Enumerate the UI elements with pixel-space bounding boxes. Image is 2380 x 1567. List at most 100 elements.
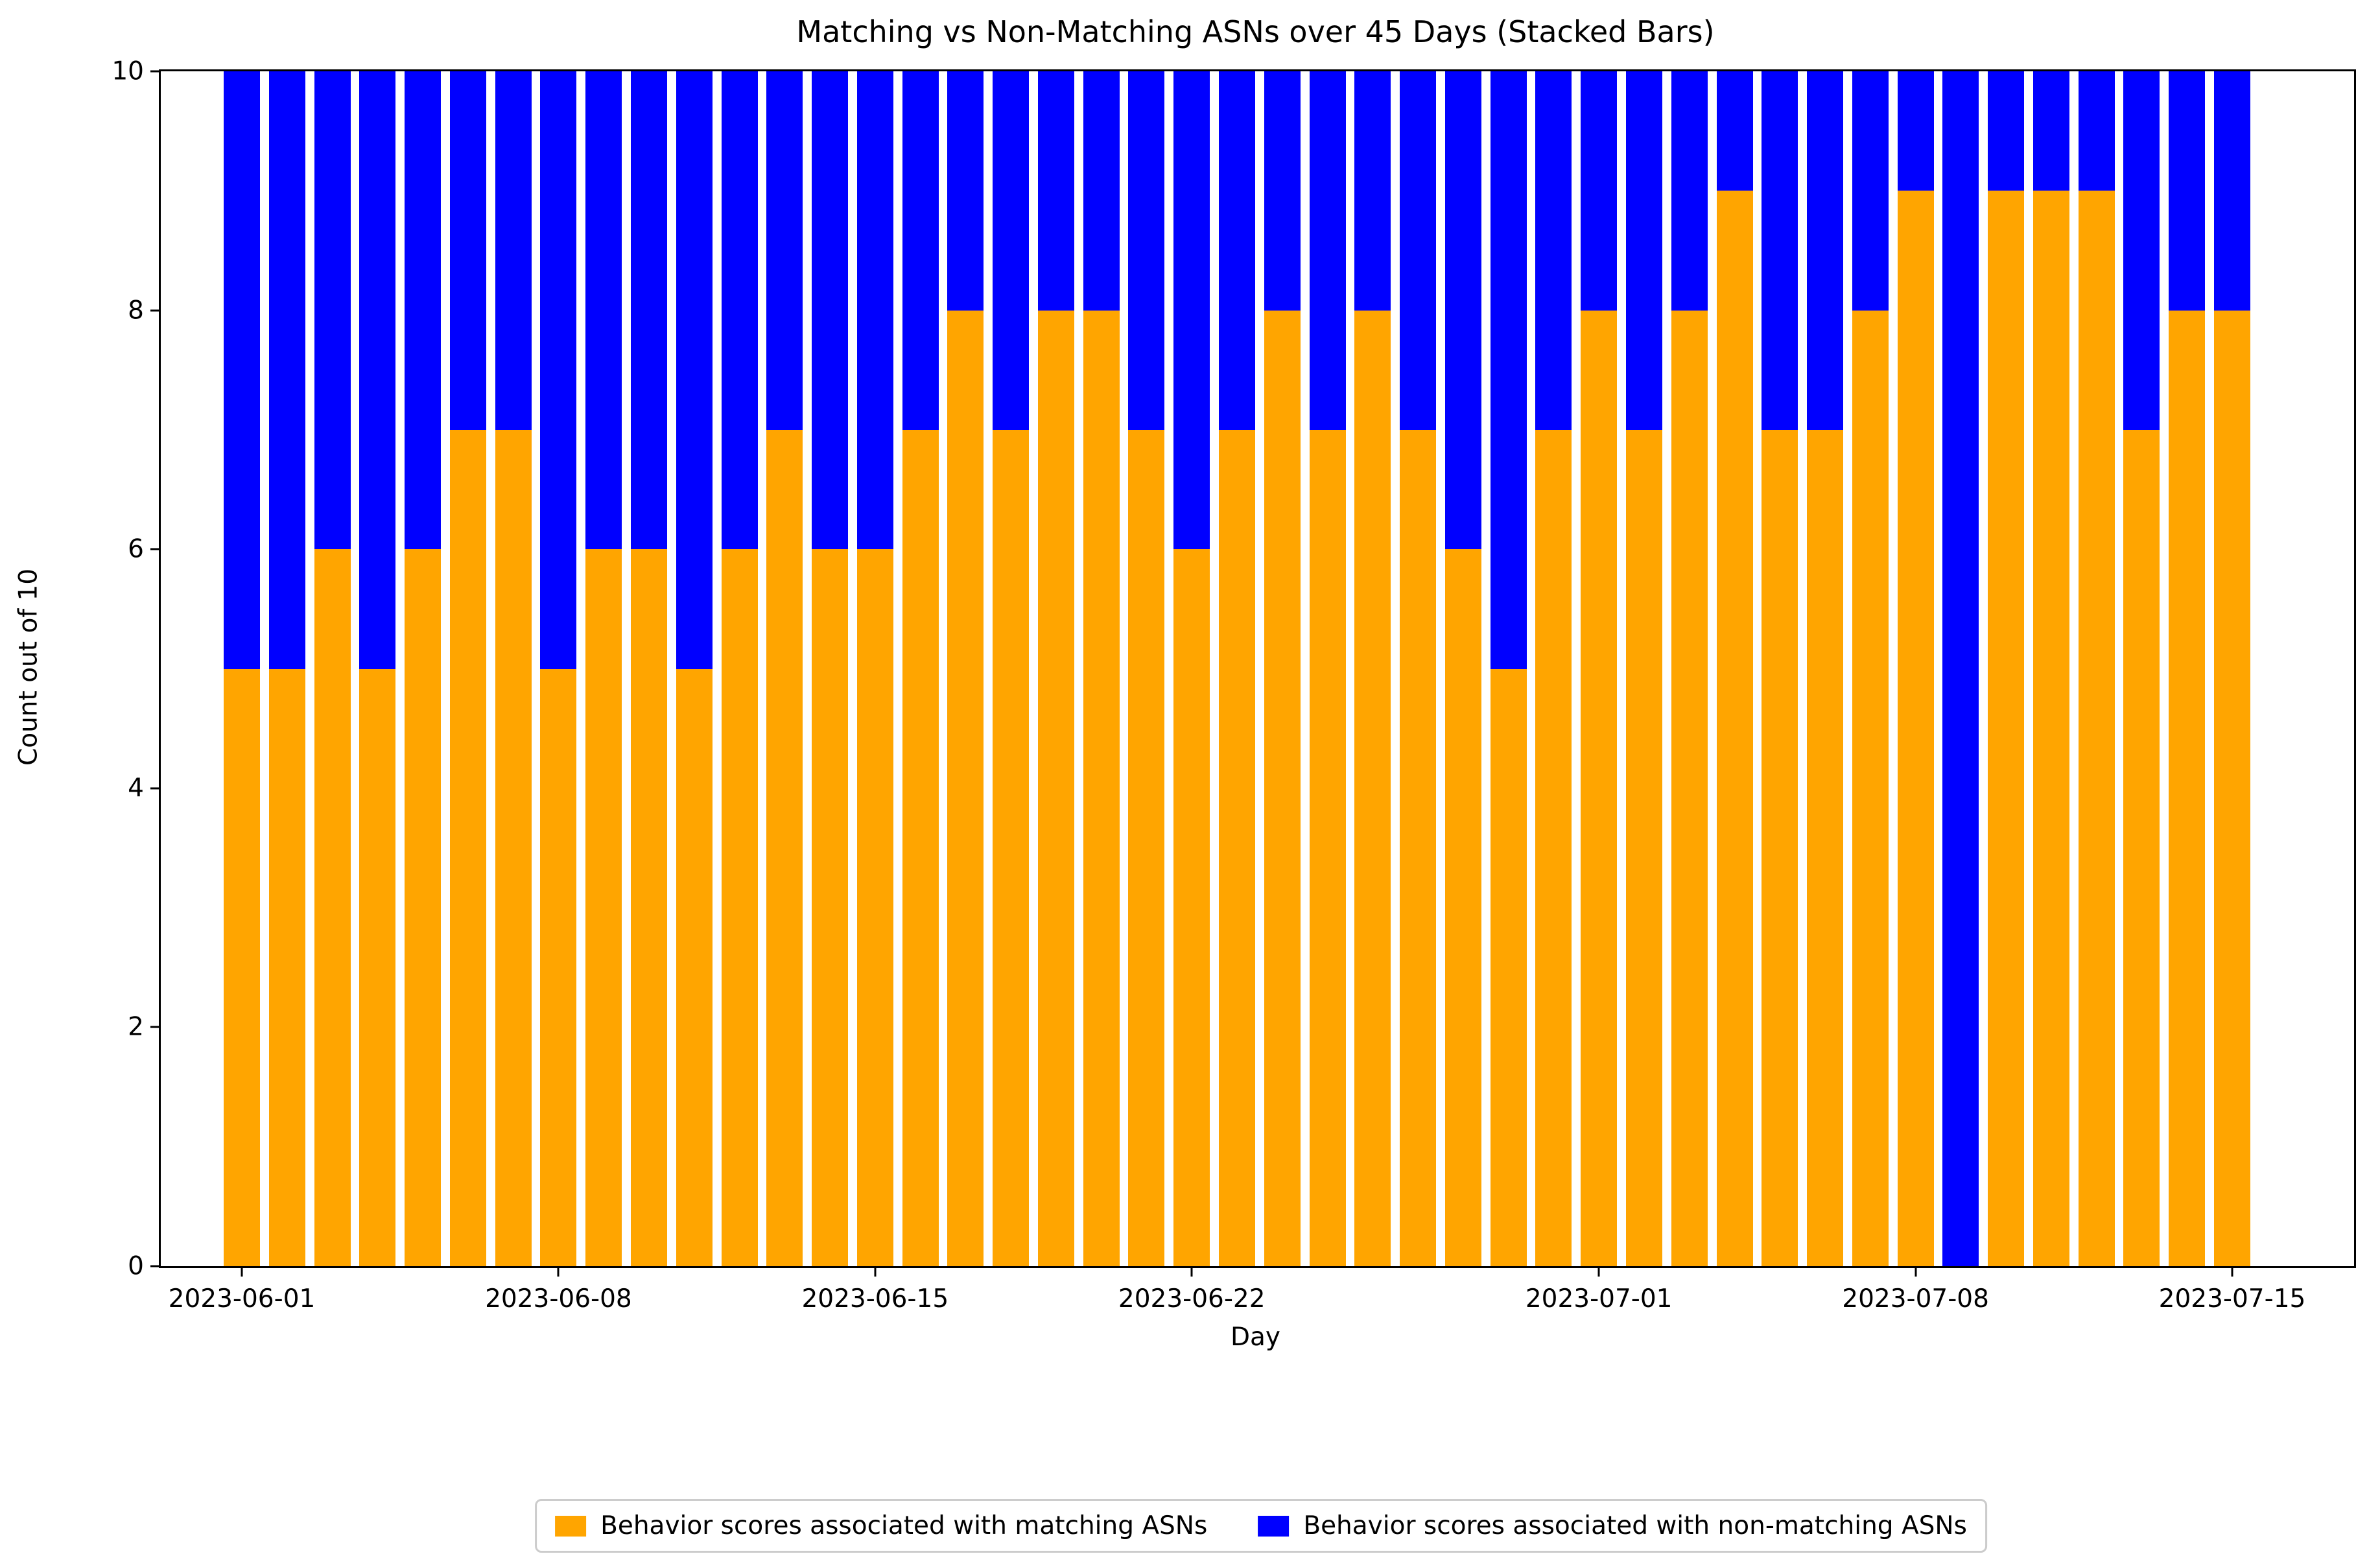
x-tick-mark — [2231, 1266, 2233, 1277]
bar — [1354, 71, 1391, 1266]
bar — [676, 71, 713, 1266]
bar-segment-non-matching — [630, 71, 667, 550]
bar-segment-matching — [993, 429, 1030, 1266]
bar-segment-matching — [1897, 191, 1934, 1266]
bar-segment-matching — [812, 549, 849, 1266]
bar-segment-non-matching — [1852, 71, 1889, 311]
bar-segment-non-matching — [2032, 71, 2069, 191]
bar-segment-non-matching — [2214, 71, 2250, 311]
bar — [2123, 71, 2160, 1266]
bar — [359, 71, 396, 1266]
x-tick-mark — [557, 1266, 560, 1277]
bar-segment-non-matching — [1219, 71, 1255, 430]
bar-segment-non-matching — [1671, 71, 1708, 311]
bar — [2214, 71, 2250, 1266]
bar-segment-matching — [676, 668, 713, 1266]
bar-segment-non-matching — [993, 71, 1030, 430]
bar — [1807, 71, 1844, 1266]
x-tick-label: 2023-06-15 — [801, 1284, 949, 1314]
bar-segment-matching — [405, 549, 442, 1266]
bar-segment-non-matching — [268, 71, 305, 669]
plot-area: 2023-06-01 2023-06-08 2023-06-15 2023-06-22… — [112, 57, 2356, 1314]
bar-segment-non-matching — [1897, 71, 1934, 191]
y-tick-label: 8 — [128, 296, 144, 325]
bar-segment-matching — [2078, 191, 2115, 1266]
bar-segment-matching — [359, 668, 396, 1266]
bar-segment-matching — [2032, 191, 2069, 1266]
bar-segment-non-matching — [1264, 71, 1301, 311]
y-tick-label: 4 — [128, 773, 144, 803]
bar — [585, 71, 622, 1266]
bar-segment-matching — [902, 429, 939, 1266]
bar-segment-matching — [1264, 310, 1301, 1266]
bar-segment-matching — [1988, 191, 2025, 1266]
x-tick-label: 2023-07-01 — [1525, 1284, 1673, 1314]
bar — [268, 71, 305, 1266]
bar-segment-non-matching — [2169, 71, 2206, 311]
bar-segment-non-matching — [1988, 71, 2025, 191]
bar — [721, 71, 758, 1266]
bar-segment-non-matching — [1490, 71, 1527, 669]
x-tick-mark — [241, 1266, 243, 1277]
bar-segment-non-matching — [1942, 71, 1979, 1266]
bar-segment-matching — [1444, 549, 1481, 1266]
bar-segment-non-matching — [947, 71, 984, 311]
bar — [1852, 71, 1889, 1266]
bar — [1400, 71, 1437, 1266]
bar-segment-matching — [314, 549, 351, 1266]
bar-segment-matching — [721, 549, 758, 1266]
bar-segment-matching — [766, 429, 803, 1266]
bar-segment-non-matching — [766, 71, 803, 430]
bar-segment-matching — [268, 668, 305, 1266]
x-tick-mark — [874, 1266, 877, 1277]
bar-segment-non-matching — [2078, 71, 2115, 191]
bar-segment-matching — [1535, 429, 1572, 1266]
legend-label: Behavior scores associated with non-matc… — [1303, 1511, 1967, 1540]
bar — [1444, 71, 1481, 1266]
bar — [495, 71, 532, 1266]
bar — [1083, 71, 1120, 1266]
bar — [993, 71, 1030, 1266]
bar-segment-matching — [1128, 429, 1165, 1266]
bar — [1128, 71, 1165, 1266]
y-tick-mark — [150, 70, 161, 73]
bar-segment-matching — [2123, 429, 2160, 1266]
bar-segment-non-matching — [314, 71, 351, 550]
x-axis-label: Day — [1230, 1323, 1280, 1352]
bar-segment-matching — [585, 549, 622, 1266]
bar-segment-matching — [1400, 429, 1437, 1266]
bar-segment-non-matching — [1625, 71, 1662, 430]
bar-segment-matching — [1037, 310, 1074, 1266]
bar-segment-matching — [1761, 429, 1798, 1266]
y-axis-label: Count out of 10 — [14, 568, 43, 766]
bar-segment-matching — [1671, 310, 1708, 1266]
bar — [449, 71, 486, 1266]
bar — [1037, 71, 1074, 1266]
bar-segment-non-matching — [495, 71, 532, 430]
bar-segment-matching — [1852, 310, 1889, 1266]
bar-segment-matching — [224, 668, 260, 1266]
x-tick-label: 2023-07-08 — [1842, 1284, 1989, 1314]
bar-segment-non-matching — [2123, 71, 2160, 430]
y-tick-mark — [150, 787, 161, 790]
x-tick-label: 2023-06-08 — [485, 1284, 632, 1314]
x-tick-mark — [1915, 1266, 1917, 1277]
bar-segment-non-matching — [1761, 71, 1798, 430]
bar — [1535, 71, 1572, 1266]
bar — [2032, 71, 2069, 1266]
bar — [1897, 71, 1934, 1266]
bar-segment-matching — [495, 429, 532, 1266]
y-tick-mark — [150, 1265, 161, 1267]
bar — [1716, 71, 1753, 1266]
bar — [1671, 71, 1708, 1266]
bar-segment-matching — [1807, 429, 1844, 1266]
legend-label: Behavior scores associated with matching… — [600, 1511, 1208, 1540]
bar-segment-matching — [1490, 668, 1527, 1266]
bar-segment-non-matching — [1807, 71, 1844, 430]
bar-segment-matching — [540, 668, 577, 1266]
bar-segment-matching — [1716, 191, 1753, 1266]
y-tick-label: 10 — [112, 56, 144, 86]
bar-segment-non-matching — [1716, 71, 1753, 191]
bar — [405, 71, 442, 1266]
